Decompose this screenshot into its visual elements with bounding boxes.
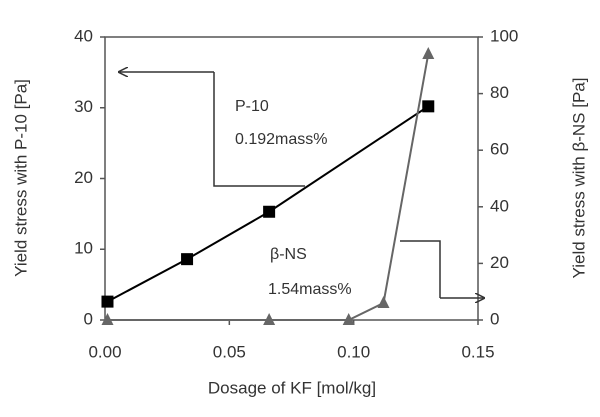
series-line xyxy=(107,105,429,303)
series-line xyxy=(107,53,430,321)
y2-axis-title: Yield stress with β-NS [Pa] xyxy=(569,78,588,279)
y-axis-title: Yield stress with P-10 [Pa] xyxy=(11,79,30,277)
y2-tick-label: 80 xyxy=(490,83,509,102)
marker-triangle xyxy=(101,313,114,325)
bns-bracket xyxy=(400,240,441,298)
marker-triangle xyxy=(263,313,276,325)
x-tick-label: 0.05 xyxy=(213,342,246,361)
marker-square xyxy=(181,253,194,266)
plot-frame xyxy=(104,36,479,321)
y-tick-label: 10 xyxy=(74,239,93,258)
y2-tick-label: 20 xyxy=(490,253,509,272)
y2-tick-label: 0 xyxy=(490,309,499,328)
annotation: 1.54mass% xyxy=(268,281,352,298)
x-tick-label: 0.15 xyxy=(461,342,494,361)
y-tick-label: 30 xyxy=(74,97,93,116)
annotation: 0.192mass% xyxy=(235,131,328,148)
y2-tick-label: 60 xyxy=(490,140,509,159)
y-tick-label: 40 xyxy=(74,26,93,45)
y-tick-label: 20 xyxy=(74,168,93,187)
p10-bracket xyxy=(213,72,305,187)
marker-square xyxy=(263,205,276,218)
marker-triangle xyxy=(377,296,390,309)
x-tick-label: 0.10 xyxy=(337,342,370,361)
marker-triangle xyxy=(422,46,435,59)
marker-triangle xyxy=(342,313,355,325)
y2-tick-label: 40 xyxy=(490,196,509,215)
marker-square xyxy=(101,295,114,308)
x-tick-label: 0.00 xyxy=(88,342,121,361)
annotation: β-NS xyxy=(270,246,307,263)
x-axis-title: Dosage of KF [mol/kg] xyxy=(208,378,376,397)
y2-tick-label: 100 xyxy=(490,26,518,45)
y-tick-label: 0 xyxy=(84,309,93,328)
annotation: P-10 xyxy=(235,98,269,115)
marker-square xyxy=(422,100,435,113)
